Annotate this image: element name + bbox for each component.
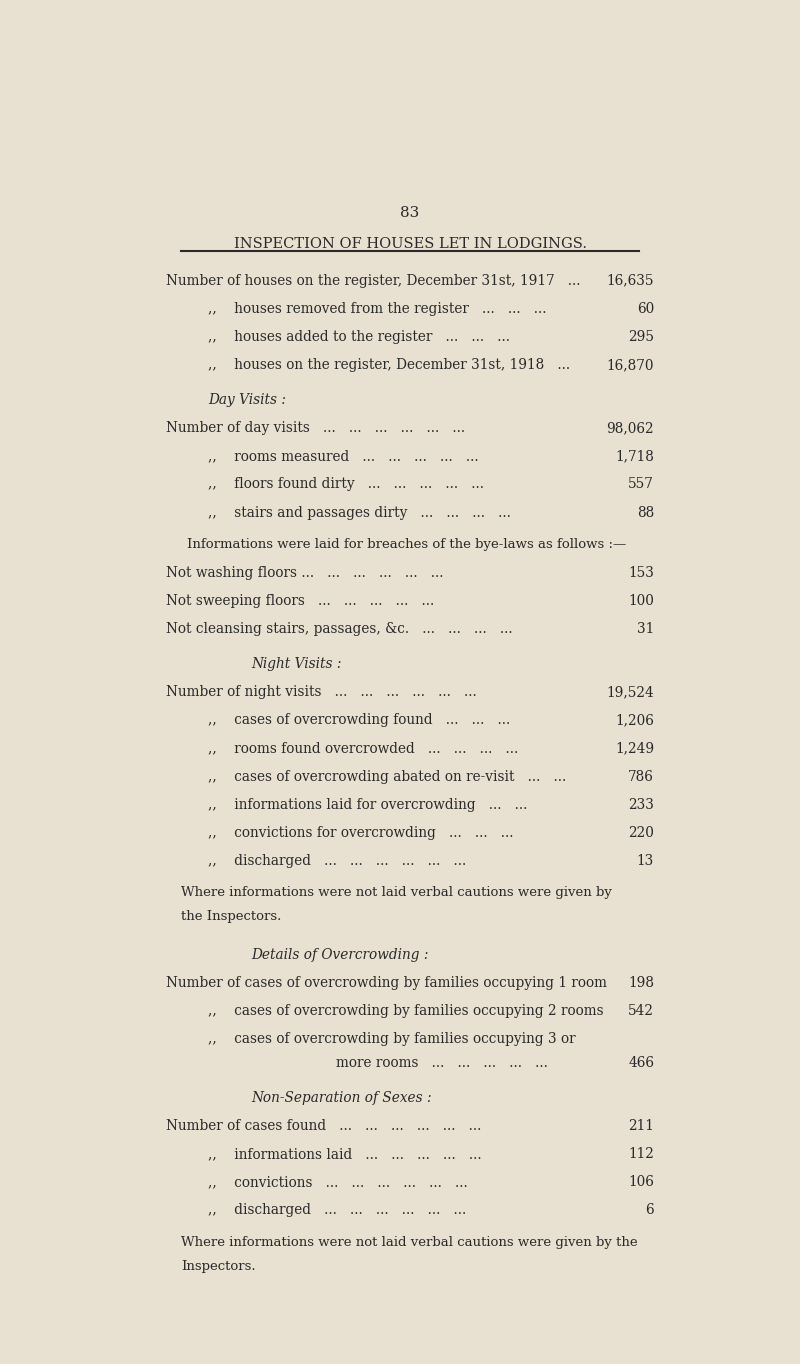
Text: 220: 220 xyxy=(628,825,654,840)
Text: ,,    stairs and passages dirty   ...   ...   ...   ...: ,, stairs and passages dirty ... ... ...… xyxy=(209,506,511,520)
Text: 16,635: 16,635 xyxy=(606,274,654,288)
Text: 83: 83 xyxy=(400,206,420,220)
Text: ,,    cases of overcrowding found   ...   ...   ...: ,, cases of overcrowding found ... ... .… xyxy=(209,713,510,727)
Text: 233: 233 xyxy=(628,798,654,812)
Text: 106: 106 xyxy=(628,1176,654,1189)
Text: Not cleansing stairs, passages, &c.   ...   ...   ...   ...: Not cleansing stairs, passages, &c. ... … xyxy=(166,622,513,636)
Text: 557: 557 xyxy=(628,477,654,491)
Text: 16,870: 16,870 xyxy=(606,359,654,372)
Text: ,,    cases of overcrowding by families occupying 2 rooms: ,, cases of overcrowding by families occ… xyxy=(209,1004,604,1018)
Text: ,,    houses on the register, December 31st, 1918   ...: ,, houses on the register, December 31st… xyxy=(209,359,570,372)
Text: 100: 100 xyxy=(628,595,654,608)
Text: 19,524: 19,524 xyxy=(606,685,654,700)
Text: 153: 153 xyxy=(628,566,654,580)
Text: 98,062: 98,062 xyxy=(606,421,654,435)
Text: more rooms   ...   ...   ...   ...   ...: more rooms ... ... ... ... ... xyxy=(336,1056,548,1069)
Text: 112: 112 xyxy=(628,1147,654,1161)
Text: Number of cases of overcrowding by families occupying 1 room: Number of cases of overcrowding by famil… xyxy=(166,975,607,990)
Text: 1,249: 1,249 xyxy=(615,742,654,756)
Text: Day Visits :: Day Visits : xyxy=(209,393,286,406)
Text: ,,    discharged   ...   ...   ...   ...   ...   ...: ,, discharged ... ... ... ... ... ... xyxy=(209,854,466,868)
Text: Informations were laid for breaches of the bye-laws as follows :—: Informations were laid for breaches of t… xyxy=(187,537,626,551)
Text: ,,    convictions for overcrowding   ...   ...   ...: ,, convictions for overcrowding ... ... … xyxy=(209,825,514,840)
Text: ,,    informations laid for overcrowding   ...   ...: ,, informations laid for overcrowding ..… xyxy=(209,798,528,812)
Text: ,,    discharged   ...   ...   ...   ...   ...   ...: ,, discharged ... ... ... ... ... ... xyxy=(209,1203,466,1218)
Text: 88: 88 xyxy=(637,506,654,520)
Text: ,,    rooms found overcrowded   ...   ...   ...   ...: ,, rooms found overcrowded ... ... ... .… xyxy=(209,742,518,756)
Text: ,,    floors found dirty   ...   ...   ...   ...   ...: ,, floors found dirty ... ... ... ... ..… xyxy=(209,477,485,491)
Text: 1,718: 1,718 xyxy=(615,449,654,464)
Text: the Inspectors.: the Inspectors. xyxy=(182,910,282,923)
Text: 211: 211 xyxy=(628,1118,654,1133)
Text: Night Visits :: Night Visits : xyxy=(251,657,342,671)
Text: ,,    informations laid   ...   ...   ...   ...   ...: ,, informations laid ... ... ... ... ... xyxy=(209,1147,482,1161)
Text: 786: 786 xyxy=(628,769,654,783)
Text: 295: 295 xyxy=(628,330,654,344)
Text: ,,    houses removed from the register   ...   ...   ...: ,, houses removed from the register ... … xyxy=(209,301,547,316)
Text: ,,    cases of overcrowding abated on re-visit   ...   ...: ,, cases of overcrowding abated on re-vi… xyxy=(209,769,566,783)
Text: Number of cases found   ...   ...   ...   ...   ...   ...: Number of cases found ... ... ... ... ..… xyxy=(166,1118,482,1133)
Text: Number of houses on the register, December 31st, 1917   ...: Number of houses on the register, Decemb… xyxy=(166,274,580,288)
Text: INSPECTION OF HOUSES LET IN LODGINGS.: INSPECTION OF HOUSES LET IN LODGINGS. xyxy=(234,237,586,251)
Text: 13: 13 xyxy=(637,854,654,868)
Text: Not sweeping floors   ...   ...   ...   ...   ...: Not sweeping floors ... ... ... ... ... xyxy=(166,595,434,608)
Text: Where informations were not laid verbal cautions were given by the: Where informations were not laid verbal … xyxy=(182,1236,638,1248)
Text: Non-Separation of Sexes :: Non-Separation of Sexes : xyxy=(251,1091,432,1105)
Text: 6: 6 xyxy=(646,1203,654,1218)
Text: ,,    houses added to the register   ...   ...   ...: ,, houses added to the register ... ... … xyxy=(209,330,510,344)
Text: 198: 198 xyxy=(628,975,654,990)
Text: ,,    convictions   ...   ...   ...   ...   ...   ...: ,, convictions ... ... ... ... ... ... xyxy=(209,1176,468,1189)
Text: Not washing floors ...   ...   ...   ...   ...   ...: Not washing floors ... ... ... ... ... .… xyxy=(166,566,443,580)
Text: Number of night visits   ...   ...   ...   ...   ...   ...: Number of night visits ... ... ... ... .… xyxy=(166,685,477,700)
Text: Where informations were not laid verbal cautions were given by: Where informations were not laid verbal … xyxy=(182,887,612,899)
Text: 1,206: 1,206 xyxy=(615,713,654,727)
Text: 466: 466 xyxy=(628,1056,654,1069)
Text: 542: 542 xyxy=(628,1004,654,1018)
Text: Number of day visits   ...   ...   ...   ...   ...   ...: Number of day visits ... ... ... ... ...… xyxy=(166,421,465,435)
Text: ,,    cases of overcrowding by families occupying 3 or: ,, cases of overcrowding by families occ… xyxy=(209,1033,576,1046)
Text: ,,    rooms measured   ...   ...   ...   ...   ...: ,, rooms measured ... ... ... ... ... xyxy=(209,449,479,464)
Text: 31: 31 xyxy=(637,622,654,636)
Text: Details of Overcrowding :: Details of Overcrowding : xyxy=(251,948,429,962)
Text: Inspectors.: Inspectors. xyxy=(182,1259,256,1273)
Text: 60: 60 xyxy=(637,301,654,316)
